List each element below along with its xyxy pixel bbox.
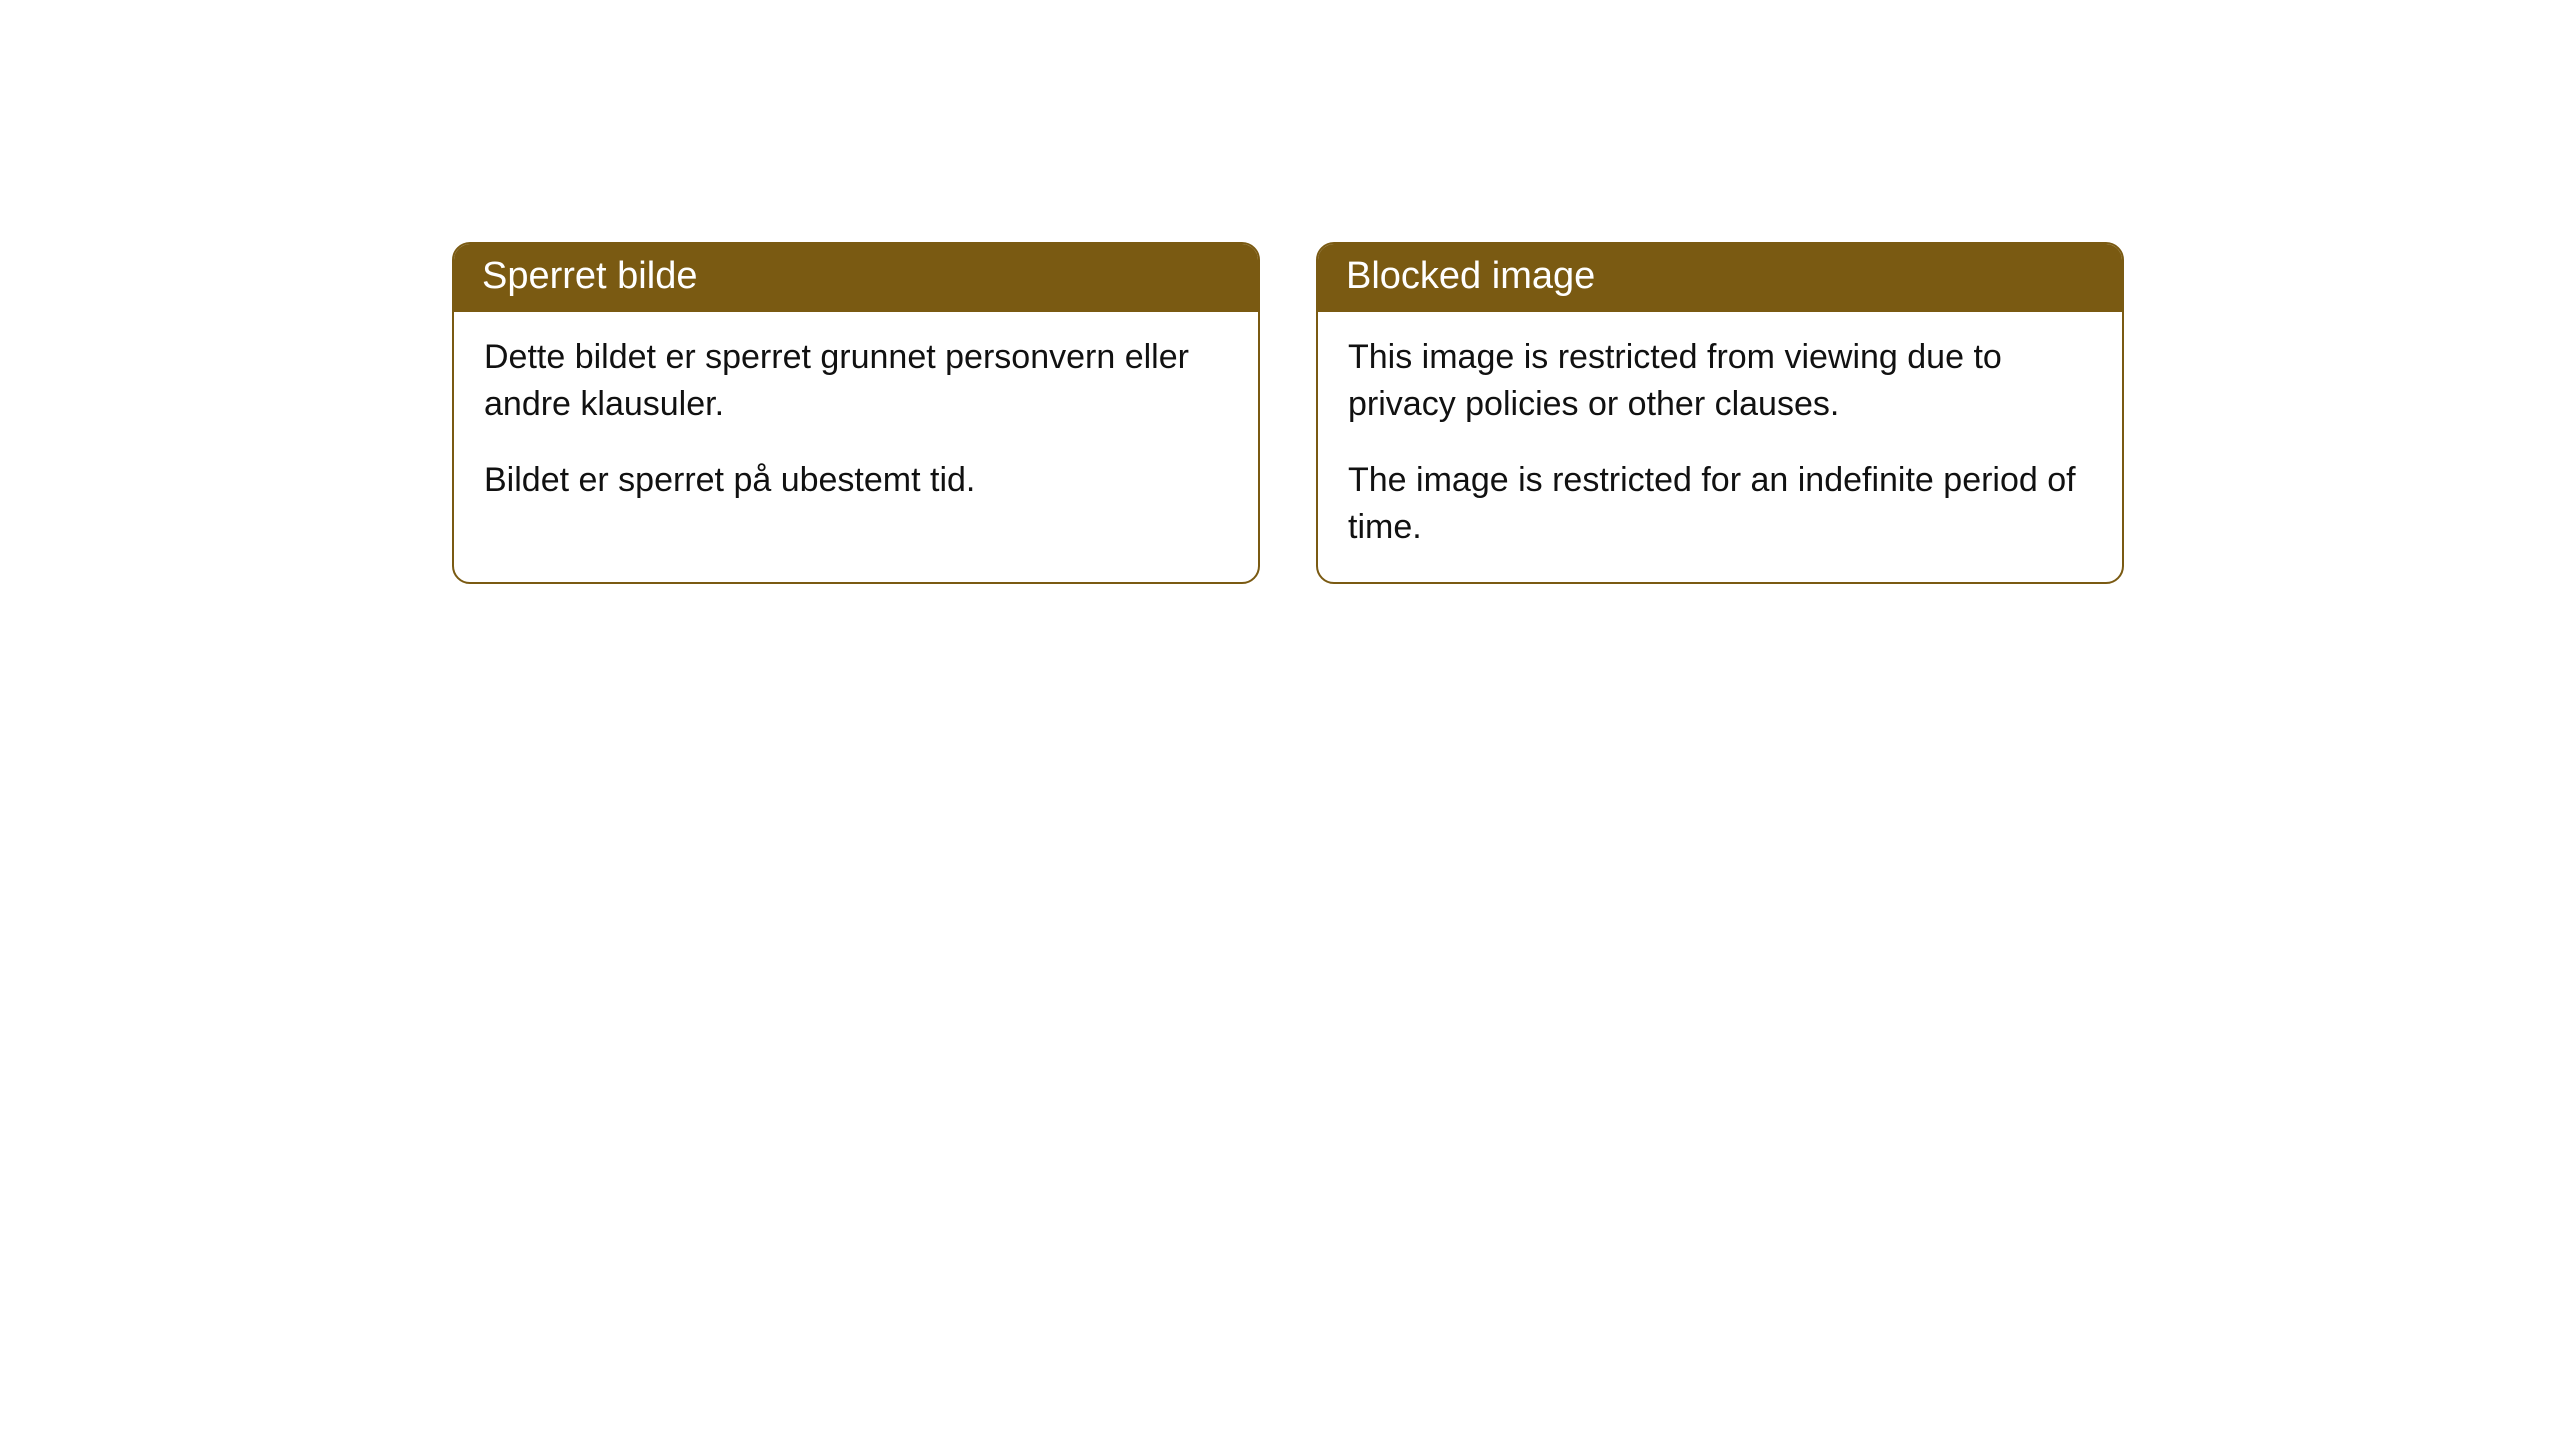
card-title: Blocked image (1346, 255, 1595, 297)
notice-cards-container: Sperret bilde Dette bildet er sperret gr… (452, 242, 2124, 584)
card-header: Sperret bilde (454, 244, 1258, 312)
card-paragraph: The image is restricted for an indefinit… (1348, 457, 2092, 552)
blocked-image-card-english: Blocked image This image is restricted f… (1316, 242, 2124, 584)
blocked-image-card-norwegian: Sperret bilde Dette bildet er sperret gr… (452, 242, 1260, 584)
card-paragraph: Dette bildet er sperret grunnet personve… (484, 334, 1228, 429)
card-paragraph: Bildet er sperret på ubestemt tid. (484, 457, 1228, 505)
card-title: Sperret bilde (482, 255, 697, 297)
card-body: This image is restricted from viewing du… (1318, 312, 2122, 582)
card-body: Dette bildet er sperret grunnet personve… (454, 312, 1258, 535)
card-paragraph: This image is restricted from viewing du… (1348, 334, 2092, 429)
card-header: Blocked image (1318, 244, 2122, 312)
